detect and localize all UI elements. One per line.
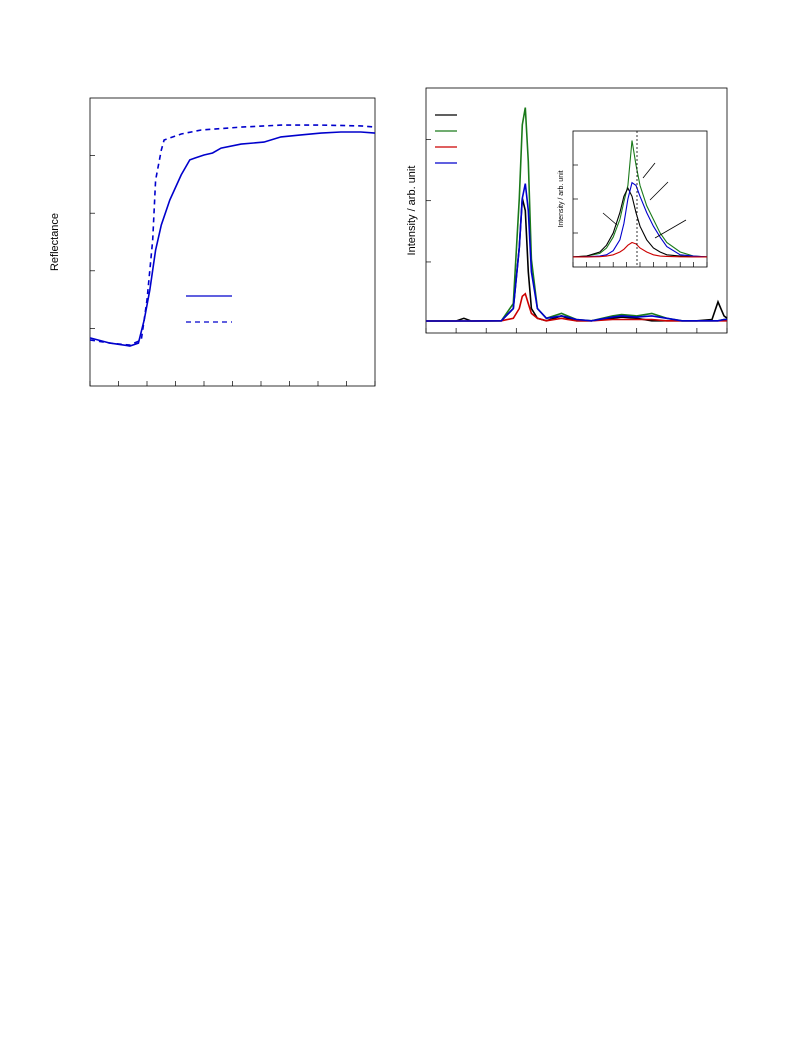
data-line [572, 181, 708, 258]
data-line [89, 131, 376, 347]
leader-line [654, 219, 687, 239]
plot-frame [572, 130, 708, 268]
data-line [573, 241, 707, 258]
leader-line [602, 212, 618, 226]
data-line [572, 186, 708, 258]
leader-line [642, 162, 656, 179]
data-line [426, 292, 727, 322]
annotations [602, 131, 687, 267]
data-line [572, 140, 708, 258]
plot-frame [89, 97, 376, 387]
y-axis-label: Reflectance [49, 213, 61, 271]
y-axis-label: Intensity / arb. unit [406, 166, 418, 256]
leader-line [649, 181, 669, 201]
data-line [426, 183, 727, 322]
data-line [89, 124, 376, 346]
y-axis-label: Intensity / arb. unit [558, 170, 565, 227]
